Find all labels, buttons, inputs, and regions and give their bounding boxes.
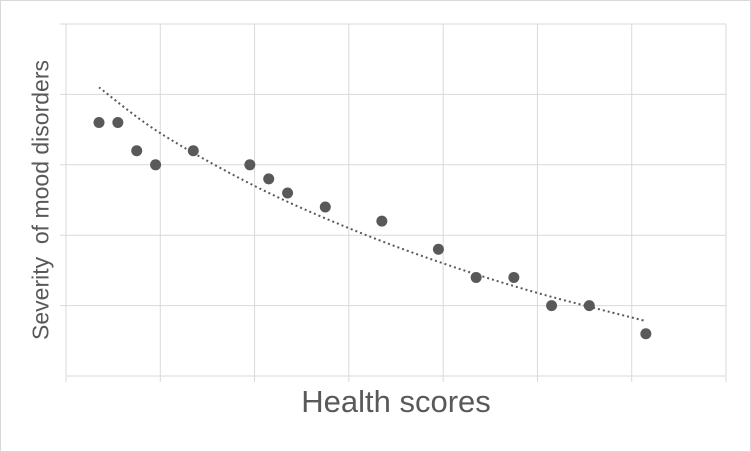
data-point: [319, 201, 331, 213]
data-point: [470, 271, 482, 283]
data-point: [508, 271, 520, 283]
data-point: [376, 215, 388, 227]
data-point: [112, 117, 124, 129]
x-axis-label: Health scores: [301, 384, 491, 419]
data-point: [244, 159, 256, 171]
data-point: [131, 145, 143, 157]
data-point: [150, 159, 162, 171]
trendline: [98, 86, 647, 323]
y-axis-label: Severity of mood disorders: [27, 60, 54, 340]
data-point: [93, 117, 105, 129]
data-point: [263, 173, 275, 185]
trendline-group: [98, 86, 647, 323]
data-point: [282, 187, 294, 199]
data-point: [187, 145, 199, 157]
y-axis-label-area: Severity of mood disorders: [21, 24, 61, 376]
data-points: [93, 117, 652, 340]
data-point: [640, 328, 652, 340]
data-point: [583, 300, 595, 312]
data-point: [546, 300, 558, 312]
gridlines: [60, 23, 727, 382]
data-point: [432, 243, 444, 255]
